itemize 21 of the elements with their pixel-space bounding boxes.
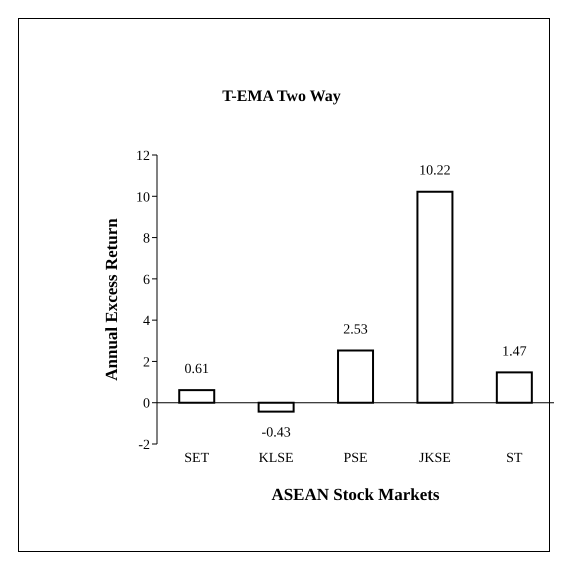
data-label: 0.61: [184, 362, 209, 378]
y-tick-label: 6: [143, 272, 150, 288]
x-tick-label: ST: [506, 450, 523, 466]
x-tick-label: JKSE: [418, 450, 451, 466]
x-tick-label: SET: [184, 450, 210, 466]
x-tick-label: KLSE: [258, 450, 294, 466]
y-tick-label: 0: [143, 396, 150, 412]
y-tick-label: 8: [143, 232, 150, 247]
y-tick-label: 4: [143, 314, 150, 330]
data-label: 2.53: [343, 322, 368, 338]
chart-title: T-EMA Two Way: [221, 88, 342, 106]
data-label: -0.43: [262, 425, 291, 440]
y-tick-label: 10: [136, 190, 150, 206]
x-axis-title: ASEAN Stock Markets: [271, 485, 440, 504]
y-tick-label: 12: [136, 148, 150, 164]
data-label: 10.22: [419, 164, 451, 179]
y-axis-title: Annual Excess Return: [102, 218, 122, 381]
data-label: 1.47: [502, 344, 527, 360]
y-tick-label: -2: [138, 438, 150, 453]
x-tick-label: PSE: [343, 450, 368, 466]
y-tick-label: 2: [143, 355, 150, 370]
